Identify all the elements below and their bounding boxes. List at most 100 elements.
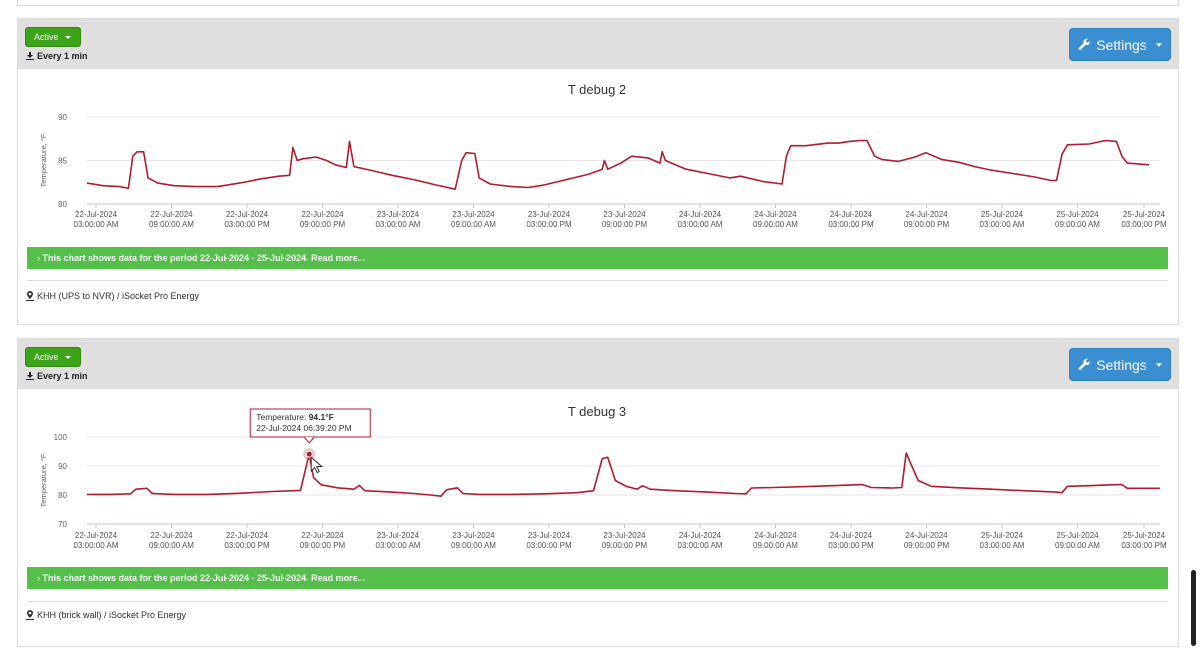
download-icon: [26, 52, 34, 60]
x-tick-label-date: 22-Jul-2024: [301, 210, 344, 219]
caret-down-icon: [64, 355, 71, 359]
settings-button[interactable]: Settings: [1069, 28, 1171, 61]
x-tick-label-date: 23-Jul-2024: [377, 210, 420, 219]
settings-label: Settings: [1096, 356, 1147, 373]
x-tick-label-date: 24-Jul-2024: [830, 210, 873, 219]
tooltip-box: [249, 408, 371, 438]
previous-panel-edge: [17, 0, 1179, 6]
x-tick-label-date: 22-Jul-2024: [75, 531, 118, 540]
caret-down-icon: [64, 35, 71, 39]
x-tick-label-date: 24-Jul-2024: [905, 531, 948, 540]
hover-point: [305, 450, 313, 458]
x-tick-label-date: 24-Jul-2024: [830, 531, 873, 540]
x-tick-label-date: 22-Jul-2024: [226, 531, 269, 540]
x-tick-label-date: 25-Jul-2024: [1123, 531, 1166, 540]
x-tick-label-time: 03:00:00 AM: [376, 541, 421, 550]
status-dropdown-button[interactable]: Active: [25, 27, 81, 47]
y-tick-label: 90: [58, 113, 67, 122]
x-tick-label-time: 03:00:00 AM: [376, 220, 421, 229]
temperature-chart[interactable]: T debug 2 80 85 90 Temperature, °F 22-Jul-202…: [27, 77, 1168, 250]
location-text: KHH (brick wall) / iSocket Pro Energy: [37, 610, 187, 620]
x-tick-label-time: 03:00:00 AM: [678, 541, 723, 550]
chart-info-bar[interactable]: › This chart shows data for the period 2…: [27, 567, 1168, 589]
interval-text: Every 1 min: [37, 371, 88, 381]
temperature-chart[interactable]: T debug 3 70 80 90 100 Temperature, °F 22-Jul-…: [27, 399, 1168, 561]
x-tick-label-time: 09:00:00 AM: [149, 220, 194, 229]
chevron-right-icon: ›: [37, 253, 43, 263]
y-tick-label: 80: [58, 200, 67, 209]
x-tick-label-date: 24-Jul-2024: [905, 210, 948, 219]
x-tick-label-date: 22-Jul-2024: [150, 531, 193, 540]
settings-button[interactable]: Settings: [1069, 348, 1171, 381]
location-label: KHH (brick wall) / iSocket Pro Energy: [26, 610, 186, 620]
x-tick-label-time: 09:00:00 PM: [904, 220, 950, 229]
x-tick-label-date: 23-Jul-2024: [603, 531, 646, 540]
tooltip-arrow: [303, 436, 315, 444]
x-tick-label-time: 09:00:00 PM: [300, 220, 346, 229]
chart-container[interactable]: T debug 2 80 85 90 Temperature, °F 22-Jul-202…: [27, 77, 1168, 250]
chart-info-text: This chart shows data for the period 22-…: [42, 253, 366, 263]
x-tick-label-time: 09:00:00 AM: [451, 220, 496, 229]
x-tick-label-date: 25-Jul-2024: [1056, 531, 1099, 540]
series-line: [87, 452, 1160, 497]
x-tick-label-time: 09:00:00 AM: [149, 541, 194, 550]
x-tick-label-time: 03:00:00 PM: [1121, 220, 1167, 229]
y-tick-label: 85: [58, 157, 67, 166]
divider: [27, 601, 1168, 602]
interval-label: Every 1 min: [26, 51, 88, 61]
x-tick-label-date: 22-Jul-2024: [150, 210, 193, 219]
x-tick-label-date: 25-Jul-2024: [981, 531, 1024, 540]
series-line: [86, 139, 1150, 190]
map-pin-icon: [26, 610, 34, 620]
chart-container[interactable]: T debug 3 70 80 90 100 Temperature, °F 22-Jul-…: [27, 399, 1168, 561]
x-tick-label-time: 09:00:00 AM: [451, 541, 496, 550]
location-text: KHH (UPS to NVR) / iSocket Pro Energy: [37, 291, 200, 301]
location-label: KHH (UPS to NVR) / iSocket Pro Energy: [26, 291, 199, 301]
x-tick-label-time: 03:00:00 PM: [828, 220, 874, 229]
x-tick-label-date: 23-Jul-2024: [603, 210, 646, 219]
x-tick-label-date: 22-Jul-2024: [75, 210, 118, 219]
page-scrollbar[interactable]: [1191, 570, 1196, 646]
panel-header: Active Every 1 min Settings: [18, 19, 1178, 69]
panel-header: Active Every 1 min Settings: [18, 339, 1178, 389]
caret-down-icon: [1155, 42, 1162, 47]
settings-label: Settings: [1096, 36, 1147, 53]
chart-title: T debug 3: [568, 404, 626, 419]
x-tick-label-time: 03:00:00 PM: [1121, 541, 1167, 550]
y-axis-label: Temperature, °F: [39, 453, 48, 507]
x-tick-label-time: 09:00:00 PM: [602, 541, 648, 550]
x-tick-label-date: 25-Jul-2024: [981, 210, 1024, 219]
status-dropdown-button[interactable]: Active: [25, 347, 81, 367]
x-tick-label-date: 24-Jul-2024: [754, 531, 797, 540]
x-tick-label-time: 09:00:00 AM: [1055, 220, 1100, 229]
status-label: Active: [34, 352, 59, 362]
x-tick-label-date: 23-Jul-2024: [528, 531, 571, 540]
x-tick-label-time: 09:00:00 PM: [904, 541, 950, 550]
x-tick-label-time: 03:00:00 AM: [678, 220, 723, 229]
x-tick-label-time: 03:00:00 AM: [980, 220, 1025, 229]
x-tick-label-time: 03:00:00 PM: [224, 541, 270, 550]
chart-title: T debug 2: [568, 82, 626, 97]
y-axis-label: Temperature, °F: [39, 133, 48, 187]
x-tick-label-date: 25-Jul-2024: [1123, 210, 1166, 219]
divider: [27, 280, 1168, 281]
sensor-panel-1: Active Every 1 min Settings T debug 2 80 8…: [17, 18, 1179, 325]
wrench-icon: [1078, 38, 1091, 50]
x-tick-label-time: 09:00:00 PM: [602, 220, 648, 229]
x-tick-label-time: 03:00:00 AM: [74, 541, 119, 550]
x-tick-label-date: 24-Jul-2024: [679, 210, 722, 219]
tooltip-line-1: Temperature: 94.1°F: [256, 412, 334, 422]
chevron-right-icon: ›: [37, 573, 43, 583]
chart-info-bar[interactable]: › This chart shows data for the period 2…: [27, 247, 1168, 269]
x-tick-label-time: 03:00:00 PM: [526, 220, 572, 229]
x-tick-label-time: 03:00:00 AM: [74, 220, 119, 229]
x-tick-label-date: 24-Jul-2024: [754, 210, 797, 219]
mouse-cursor-icon: [310, 456, 323, 474]
x-tick-label-time: 03:00:00 PM: [224, 220, 270, 229]
x-tick-label-time: 03:00:00 PM: [828, 541, 874, 550]
x-tick-label-date: 23-Jul-2024: [452, 210, 495, 219]
y-tick-label: 70: [58, 520, 67, 529]
y-tick-label: 90: [58, 462, 67, 471]
x-tick-label-date: 23-Jul-2024: [452, 531, 495, 540]
x-tick-label-time: 09:00:00 AM: [753, 541, 798, 550]
